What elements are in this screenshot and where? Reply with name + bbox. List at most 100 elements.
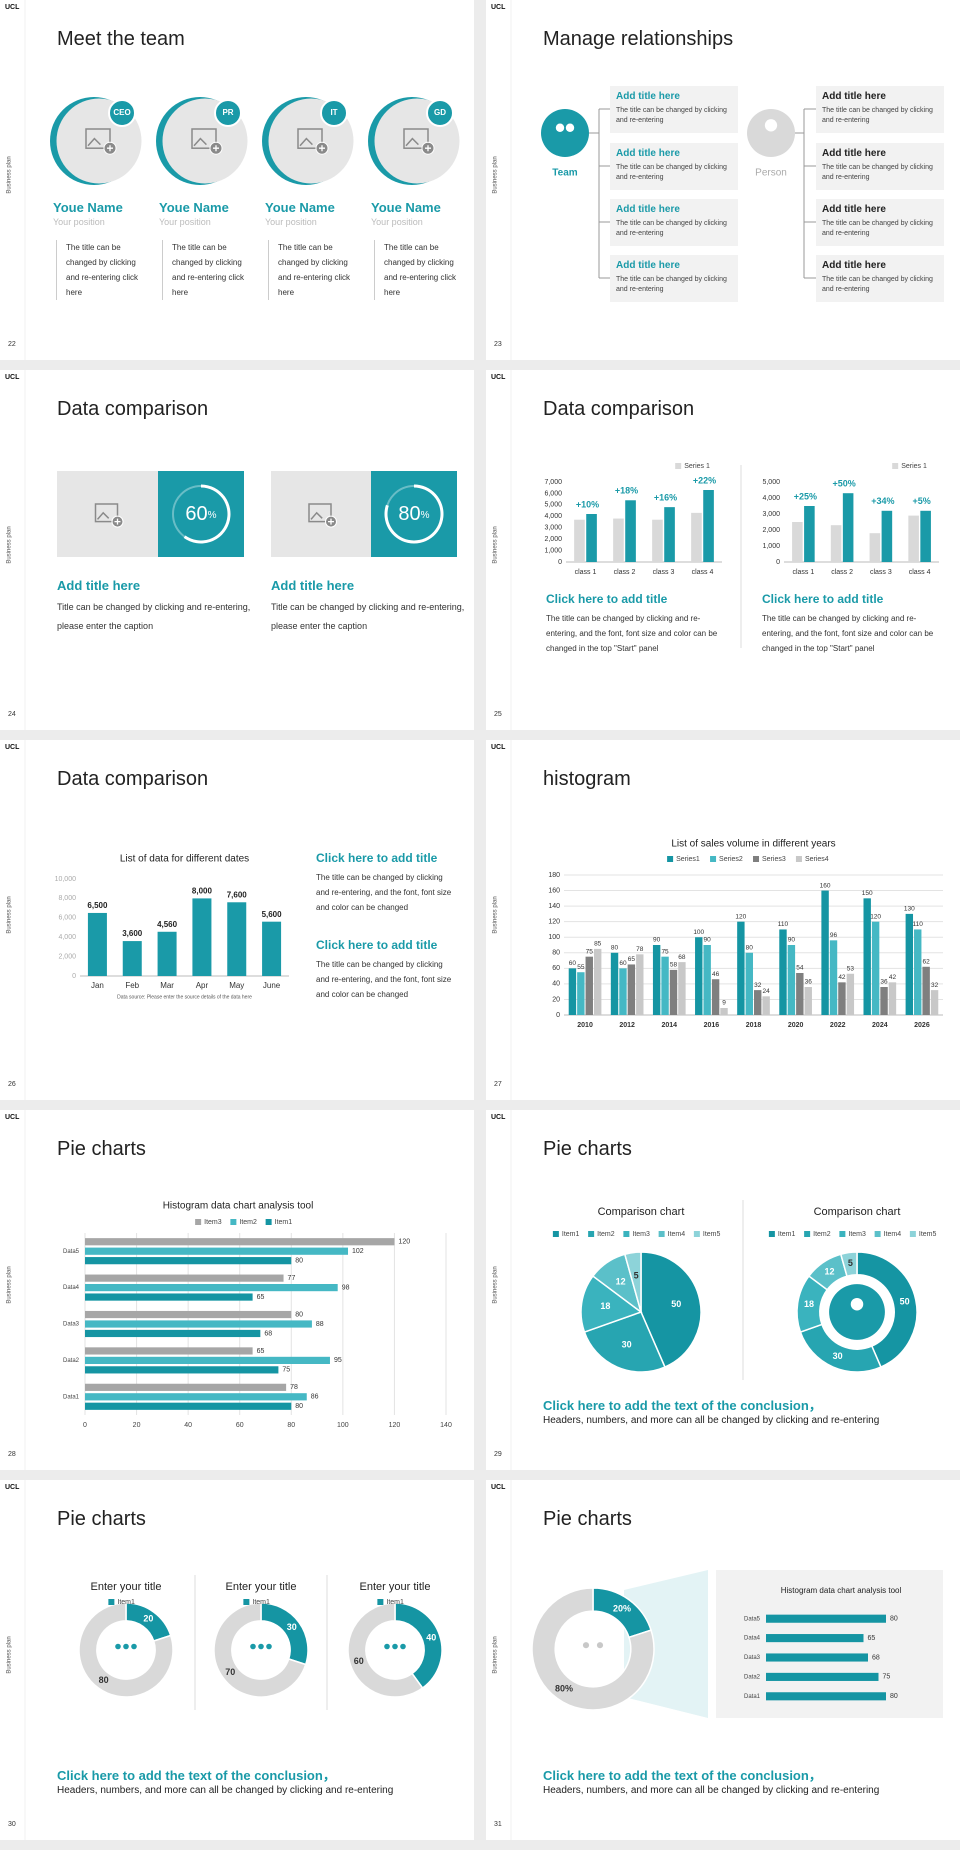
bar — [669, 969, 678, 1015]
x-tick-label: Feb — [125, 981, 139, 990]
y-tick-label: 4,000 — [58, 934, 76, 941]
annotation: +18% — [615, 486, 638, 496]
person-icon — [400, 1643, 406, 1650]
x-tick-label: 20 — [133, 1422, 141, 1429]
x-tick-label: 2022 — [830, 1022, 846, 1029]
member-name: Youe Name — [53, 200, 123, 215]
bar — [85, 1320, 312, 1328]
node — [541, 109, 589, 157]
card-text: Title can be changed by clicking and re-… — [57, 602, 251, 631]
image-placeholder — [96, 511, 110, 520]
data-label: 36 — [805, 979, 813, 986]
bar — [905, 913, 914, 1015]
logo: UCL — [491, 744, 506, 751]
block-heading: Click here to add title — [762, 592, 884, 606]
legend-swatch — [265, 1219, 272, 1225]
x-tick-label: class 3 — [653, 569, 675, 576]
data-label: 3,600 — [122, 929, 143, 938]
x-tick-label: class 2 — [614, 569, 636, 576]
bar — [787, 945, 796, 1015]
bar — [691, 512, 702, 562]
bar — [695, 937, 703, 1015]
logo: UCL — [491, 374, 506, 381]
slice — [856, 1251, 918, 1369]
legend-swatch — [675, 463, 682, 469]
item-text: The title can be changed by clicking and… — [822, 220, 933, 237]
block-text: The title can be changed by clicking and… — [762, 614, 934, 653]
page-number: 24 — [8, 711, 16, 718]
member-position: Your position — [159, 217, 211, 227]
card-title: Add title here — [271, 578, 355, 593]
slide: 0 20 40 60 80 100 120 140 160 180 2010 60 55 75 85 2012… — [486, 740, 960, 1100]
annotation: +10% — [576, 499, 599, 509]
item-box — [816, 199, 944, 246]
legend-swatch — [753, 856, 759, 862]
member-text: The title can be changed by clicking and… — [268, 240, 358, 300]
member-position: Your position — [265, 217, 317, 227]
y-tick-label: 120 — [548, 919, 560, 926]
x-tick-label: 2016 — [704, 1022, 720, 1029]
item-box — [816, 255, 944, 302]
data-label: 65 — [257, 1348, 265, 1355]
image-placeholder — [403, 128, 429, 149]
bar — [593, 948, 602, 1015]
slice — [839, 1251, 858, 1278]
data-label: 75 — [586, 948, 594, 955]
annotation: +5% — [912, 496, 930, 506]
bar — [766, 1692, 886, 1701]
y-tick-label: 5,000 — [762, 479, 780, 486]
slide-canvas: CEO PR IT GD — [24, 0, 460, 360]
side-text: Business plan — [6, 896, 13, 934]
bar — [85, 1257, 292, 1265]
item-text: The title can be changed by clicking and… — [616, 220, 727, 237]
side-text: Business plan — [6, 156, 13, 194]
x-tick-label: 2018 — [746, 1022, 762, 1029]
chart-title: Comparison chart — [598, 1206, 685, 1218]
badge — [320, 99, 348, 127]
data-label: 77 — [288, 1275, 296, 1282]
data-label: 20 — [143, 1614, 153, 1624]
side-text: Business plan — [6, 1636, 13, 1674]
data-label: 80 — [295, 1311, 303, 1318]
y-tick-label: 4,000 — [762, 495, 780, 502]
bar — [613, 518, 624, 562]
slide-title: Data comparison — [57, 398, 209, 420]
data-label: 68 — [264, 1330, 272, 1337]
legend-label: Item1 — [386, 1599, 404, 1606]
legend-label: Series 1 — [901, 463, 927, 470]
slide: 20% 80% Data1 80 Data2 75 Data3 68 Data4 65 Data5 8… — [486, 1480, 960, 1840]
bar — [577, 972, 585, 1015]
slice — [213, 1602, 307, 1698]
y-tick-label: 8,000 — [58, 895, 76, 902]
person-icon — [555, 123, 565, 132]
slide-title: Pie charts — [57, 1508, 146, 1530]
logo: UCL — [491, 4, 506, 11]
data-label: 100 — [693, 929, 704, 936]
image-placeholder — [308, 503, 332, 523]
data-label: 32 — [754, 982, 762, 989]
block-text: The title can be changed by clicking and… — [316, 960, 452, 999]
x-tick-label: Mar — [160, 981, 174, 990]
x-tick-label: 100 — [337, 1422, 349, 1429]
chart-title: Histogram data chart analysis tool — [163, 1201, 314, 1212]
bar — [838, 982, 846, 1015]
x-tick-label: class 1 — [575, 569, 597, 576]
x-tick-label: 2012 — [619, 1022, 635, 1029]
page-number: 25 — [494, 711, 502, 718]
legend-swatch — [795, 856, 802, 862]
slide: CEO PR IT GD UCL Business plan 22 Meet the team… — [0, 0, 474, 360]
person-icon — [392, 1643, 398, 1650]
bar — [636, 954, 644, 1015]
x-tick-label: 2024 — [872, 1022, 888, 1029]
bar — [85, 1310, 292, 1319]
legend-label: Series3 — [762, 856, 786, 863]
item-title: Add title here — [822, 204, 886, 215]
y-tick-label: 1,000 — [544, 547, 562, 554]
legend-label: Item1 — [117, 1599, 135, 1606]
chart: 50 30 18 12 5 Comparison chart Item1 Item2 Item3… — [768, 1206, 936, 1373]
bar — [711, 979, 720, 1015]
item-text: The title can be changed by clicking and… — [822, 276, 933, 293]
legend-swatch — [768, 1231, 775, 1237]
x-tick-label: class 3 — [870, 569, 892, 576]
card-title: Add title here — [57, 578, 141, 593]
